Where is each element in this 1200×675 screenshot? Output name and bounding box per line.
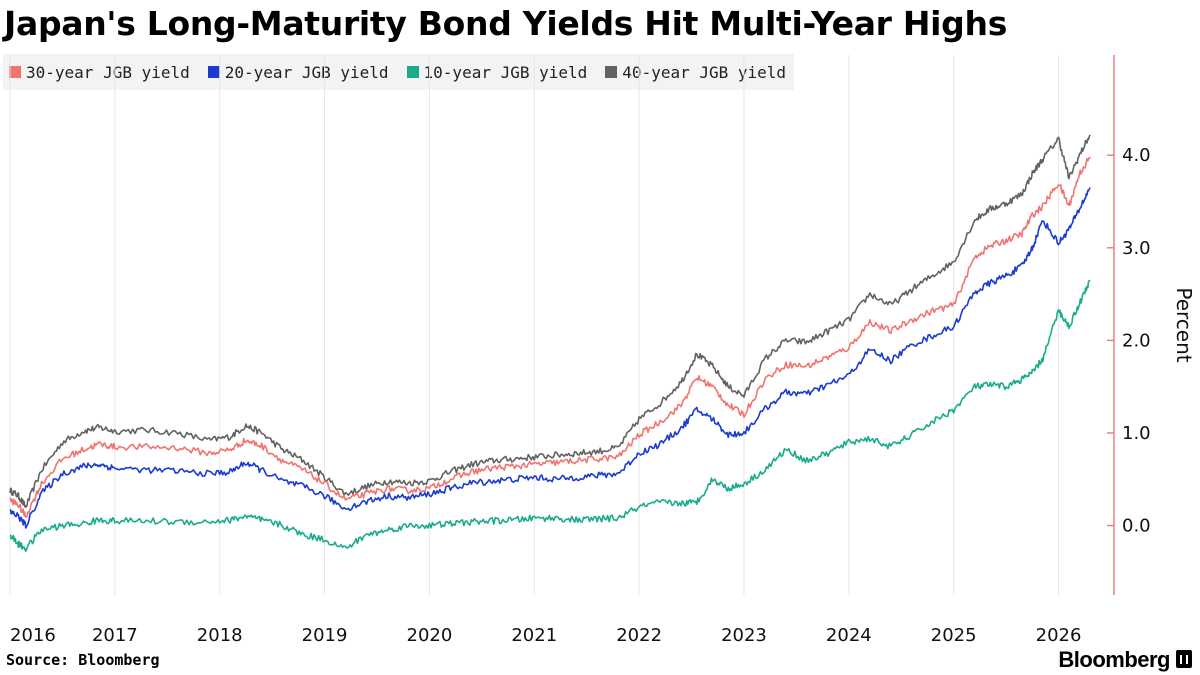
x-tick-label: 2024 — [826, 625, 872, 646]
series-line — [9, 279, 1091, 552]
x-tick-label: 2018 — [197, 625, 243, 646]
series-lines — [9, 134, 1091, 552]
x-tick-label: 2026 — [1036, 625, 1082, 646]
bloomberg-terminal-icon — [1176, 650, 1192, 668]
y-tick-label: 2.0 — [1122, 330, 1151, 351]
x-tick-label: 2019 — [302, 625, 348, 646]
bloomberg-logo: Bloomberg — [1058, 647, 1170, 672]
legend-label: 20-year JGB yield — [224, 62, 389, 82]
x-axis-ticks: 2016 2017 2018 2019 2020 2021 2022 2023 2024 2025… — [10, 625, 1081, 646]
legend-label: 30-year JGB yield — [26, 62, 190, 82]
series-line — [9, 187, 1091, 529]
page-title: Japan's Long-Maturity Bond Yields Hit Mu… — [4, 4, 1008, 43]
legend-swatch — [9, 66, 21, 78]
legend-item: 10-year JGB yield — [406, 62, 588, 82]
legend-swatch — [406, 66, 419, 78]
legend-swatch — [207, 66, 220, 78]
x-tick-label: 2025 — [931, 625, 977, 646]
x-tick-label: 2021 — [511, 625, 557, 646]
x-tick-label: 2022 — [616, 625, 662, 646]
y-tick-label: 4.0 — [1122, 145, 1151, 166]
y-tick-label: 3.0 — [1122, 238, 1151, 259]
series-line — [9, 156, 1091, 518]
x-tick-label: 2017 — [92, 625, 138, 646]
x-tick-label: 2020 — [407, 625, 453, 646]
legend-label: 10-year JGB yield — [423, 62, 588, 82]
y-tick-label: 0.0 — [1122, 516, 1151, 537]
legend-item: 20-year JGB yield — [207, 62, 389, 82]
y-tick-label: 1.0 — [1122, 423, 1151, 444]
legend-swatch — [605, 66, 618, 78]
series-line — [9, 134, 1091, 508]
x-tick-label: 2016 — [10, 625, 56, 646]
y-axis-label: Percent — [1172, 287, 1196, 362]
source-note: Source: Bloomberg — [6, 651, 160, 669]
chart-legend: 30-year JGB yield 20-year JGB yield 10-yea… — [3, 54, 795, 90]
x-tick-label: 2023 — [721, 625, 767, 646]
legend-label: 40-year JGB yield — [622, 62, 787, 82]
legend-item: 30-year JGB yield — [9, 63, 190, 82]
legend-item: 40-year JGB yield — [605, 63, 786, 82]
y-axis: 0.0 1.0 2.0 3.0 4.0 — [1107, 55, 1151, 595]
